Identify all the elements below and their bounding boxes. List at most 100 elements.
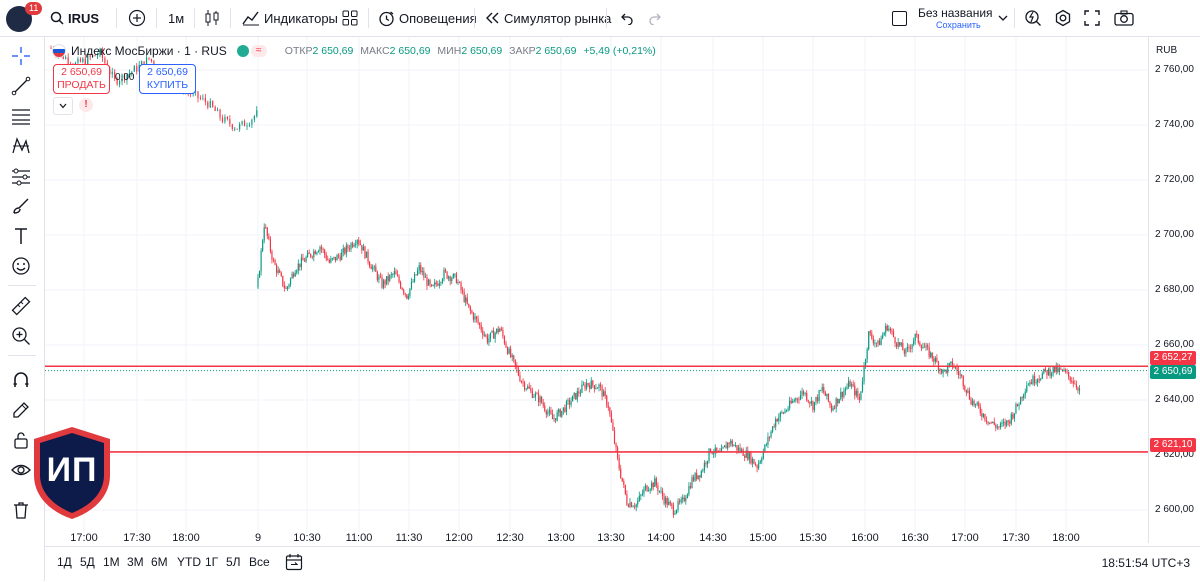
candle-body [111, 71, 113, 75]
candle-body [722, 447, 724, 449]
layout-menu-button[interactable] [998, 0, 1008, 36]
unlock-icon [14, 432, 28, 449]
templates-button[interactable] [342, 0, 358, 36]
candle-body [623, 481, 625, 485]
order-panel-toggle[interactable] [53, 97, 73, 115]
candle-body [841, 391, 843, 398]
candle-body [754, 464, 757, 466]
candle-body [803, 391, 805, 394]
user-avatar[interactable]: 11 [6, 2, 43, 32]
zoom-tool[interactable] [10, 325, 32, 347]
candle-body [525, 388, 527, 390]
candle-body [1054, 366, 1056, 372]
candle-body [375, 266, 377, 272]
range-button[interactable]: 6М [151, 555, 168, 569]
candle-body [424, 277, 426, 278]
candle-body [609, 407, 611, 414]
candle-body [527, 386, 529, 389]
candle-body [379, 276, 382, 278]
candle-body [84, 58, 86, 65]
candle-body [854, 385, 856, 396]
timeframe-button[interactable]: 1м [168, 10, 185, 26]
symbol-title[interactable]: Индекс МосБиржи · 1 · RUS [71, 44, 227, 58]
candle-body [790, 400, 792, 403]
text-tool[interactable] [10, 225, 32, 247]
candle-body [508, 348, 510, 354]
goto-date-button[interactable] [285, 553, 303, 576]
channels-tool[interactable] [10, 105, 32, 127]
range-button[interactable]: 1Г [205, 555, 219, 569]
price-chart[interactable]: 17:00 17:30 18:00 9 10:30 11:00 11:30 12:00 12:3… [45, 37, 1148, 543]
market-status-icon[interactable] [236, 45, 249, 57]
range-button[interactable]: YTD [177, 555, 201, 569]
price-scale[interactable]: RUB 2 760,00 2 740,00 2 720,00 2 700,00 2 68… [1148, 37, 1200, 543]
candle-body [838, 399, 840, 404]
range-button[interactable]: 3М [127, 555, 144, 569]
candle-body [816, 396, 819, 401]
candle-body [675, 509, 678, 514]
sell-button[interactable]: 2 650,69 ПРОДАТЬ [53, 64, 110, 94]
prediction-tool[interactable] [10, 165, 32, 187]
quick-search-button[interactable] [1024, 0, 1042, 36]
range-button[interactable]: 1М [103, 555, 120, 569]
candle-body [975, 403, 977, 406]
fullscreen-button[interactable] [1084, 0, 1100, 36]
candle-body [483, 334, 485, 336]
pattern-tool[interactable] [10, 135, 32, 157]
drawing-mode-tool[interactable] [10, 399, 32, 421]
buy-button[interactable]: 2 650,69 КУПИТЬ [139, 64, 196, 94]
settings-button[interactable] [1054, 0, 1072, 36]
indicators-button[interactable]: Индикаторы [242, 0, 338, 36]
measure-tool[interactable] [10, 295, 32, 317]
layout-checkbox[interactable] [892, 0, 907, 36]
clock-readout[interactable]: 18:51:54 UTC+3 [1101, 556, 1190, 570]
candle-body [606, 395, 608, 406]
candle-body [303, 260, 306, 262]
candle-body [610, 413, 612, 423]
candle-body [865, 359, 867, 366]
chart-type-button[interactable] [204, 0, 220, 36]
snapshot-button[interactable] [1114, 0, 1134, 36]
candle-body [334, 256, 337, 261]
brush-tool[interactable] [10, 195, 32, 217]
warning-icon[interactable]: ! [79, 98, 93, 112]
candle-body [475, 316, 478, 319]
range-button[interactable]: Все [249, 555, 270, 569]
candle-body [691, 477, 693, 489]
candle-body [685, 498, 687, 502]
remove-drawings-tool[interactable] [10, 499, 32, 521]
compare-symbol-button[interactable] [128, 0, 146, 36]
range-button[interactable]: 1Д [57, 555, 72, 569]
hline-lower-label: 2 621,10 [1150, 438, 1196, 452]
crosshair-tool[interactable] [10, 45, 32, 67]
range-button[interactable]: 5Д [80, 555, 95, 569]
trend-line-tool[interactable] [10, 75, 32, 97]
lock-drawings-tool[interactable] [10, 429, 32, 451]
replay-button[interactable]: Симулятор рынка [484, 0, 611, 36]
currency-button[interactable]: RUB [1156, 45, 1178, 56]
candle-body [361, 244, 363, 251]
redo-button[interactable] [648, 0, 664, 36]
candle-body [94, 55, 96, 57]
candle-body [505, 343, 507, 348]
candle-body [322, 249, 324, 250]
magnet-tool[interactable] [10, 369, 32, 391]
range-button[interactable]: 5Л [226, 555, 241, 569]
candle-body [655, 478, 657, 486]
candle-body [1035, 382, 1037, 384]
candle-body [493, 330, 495, 339]
emoji-tool[interactable] [10, 255, 32, 277]
candle-body [502, 330, 504, 337]
hide-drawings-tool[interactable] [10, 459, 32, 481]
candle-body [226, 116, 228, 120]
candle-body [773, 426, 775, 428]
symbol-search-button[interactable]: IRUS [50, 0, 99, 36]
chart-pane[interactable]: 17:00 17:30 18:00 9 10:30 11:00 11:30 12:00 12:3… [45, 37, 1148, 543]
alerts-button[interactable]: Оповещения [378, 0, 477, 36]
time-tick-label: 18:00 [1052, 532, 1080, 543]
layout-name-button[interactable]: Без названия Сохранить [918, 0, 993, 36]
candle-body [314, 251, 316, 255]
data-problem-icon[interactable]: ≈ [250, 45, 267, 57]
candle-body [902, 342, 904, 351]
undo-button[interactable] [618, 0, 634, 36]
